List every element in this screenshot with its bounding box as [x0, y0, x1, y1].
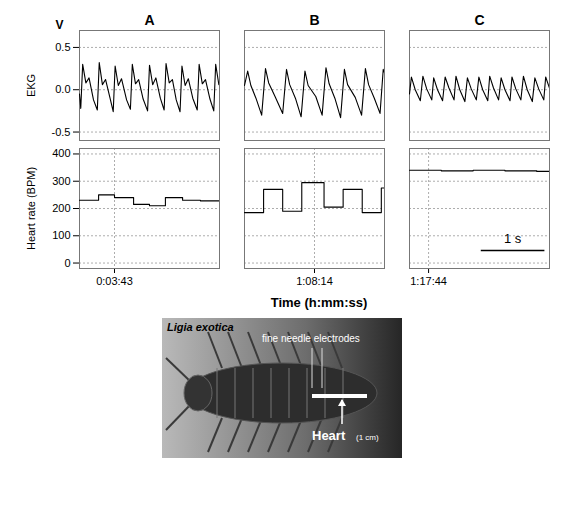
svg-text:V: V [56, 18, 64, 32]
svg-text:1:17:44: 1:17:44 [410, 275, 447, 287]
svg-text:400: 400 [52, 147, 70, 159]
svg-text:(1 cm): (1 cm) [356, 433, 379, 442]
svg-text:Heart rate (BPM): Heart rate (BPM) [25, 167, 37, 250]
svg-text:-0.5: -0.5 [52, 126, 71, 138]
svg-text:0.5: 0.5 [55, 41, 70, 53]
svg-text:B: B [309, 12, 319, 28]
svg-text:0: 0 [64, 257, 70, 269]
svg-text:Ligia exotica: Ligia exotica [167, 321, 234, 333]
svg-text:300: 300 [52, 175, 70, 187]
svg-text:0:03:43: 0:03:43 [96, 275, 133, 287]
svg-text:200: 200 [52, 202, 70, 214]
svg-text:1:08:14: 1:08:14 [296, 275, 333, 287]
html-text:Time (h:mm:ss): Time (h:mm:ss) [270, 295, 368, 310]
svg-text:A: A [144, 12, 154, 28]
svg-text:fine needle electrodes: fine needle electrodes [262, 333, 360, 344]
svg-text:EKG: EKG [25, 74, 37, 97]
svg-text:Heart: Heart [312, 428, 346, 443]
svg-text:100: 100 [52, 229, 70, 241]
svg-text:C: C [474, 12, 484, 28]
svg-text:0.0: 0.0 [55, 83, 70, 95]
svg-text:1 s: 1 s [504, 231, 522, 246]
